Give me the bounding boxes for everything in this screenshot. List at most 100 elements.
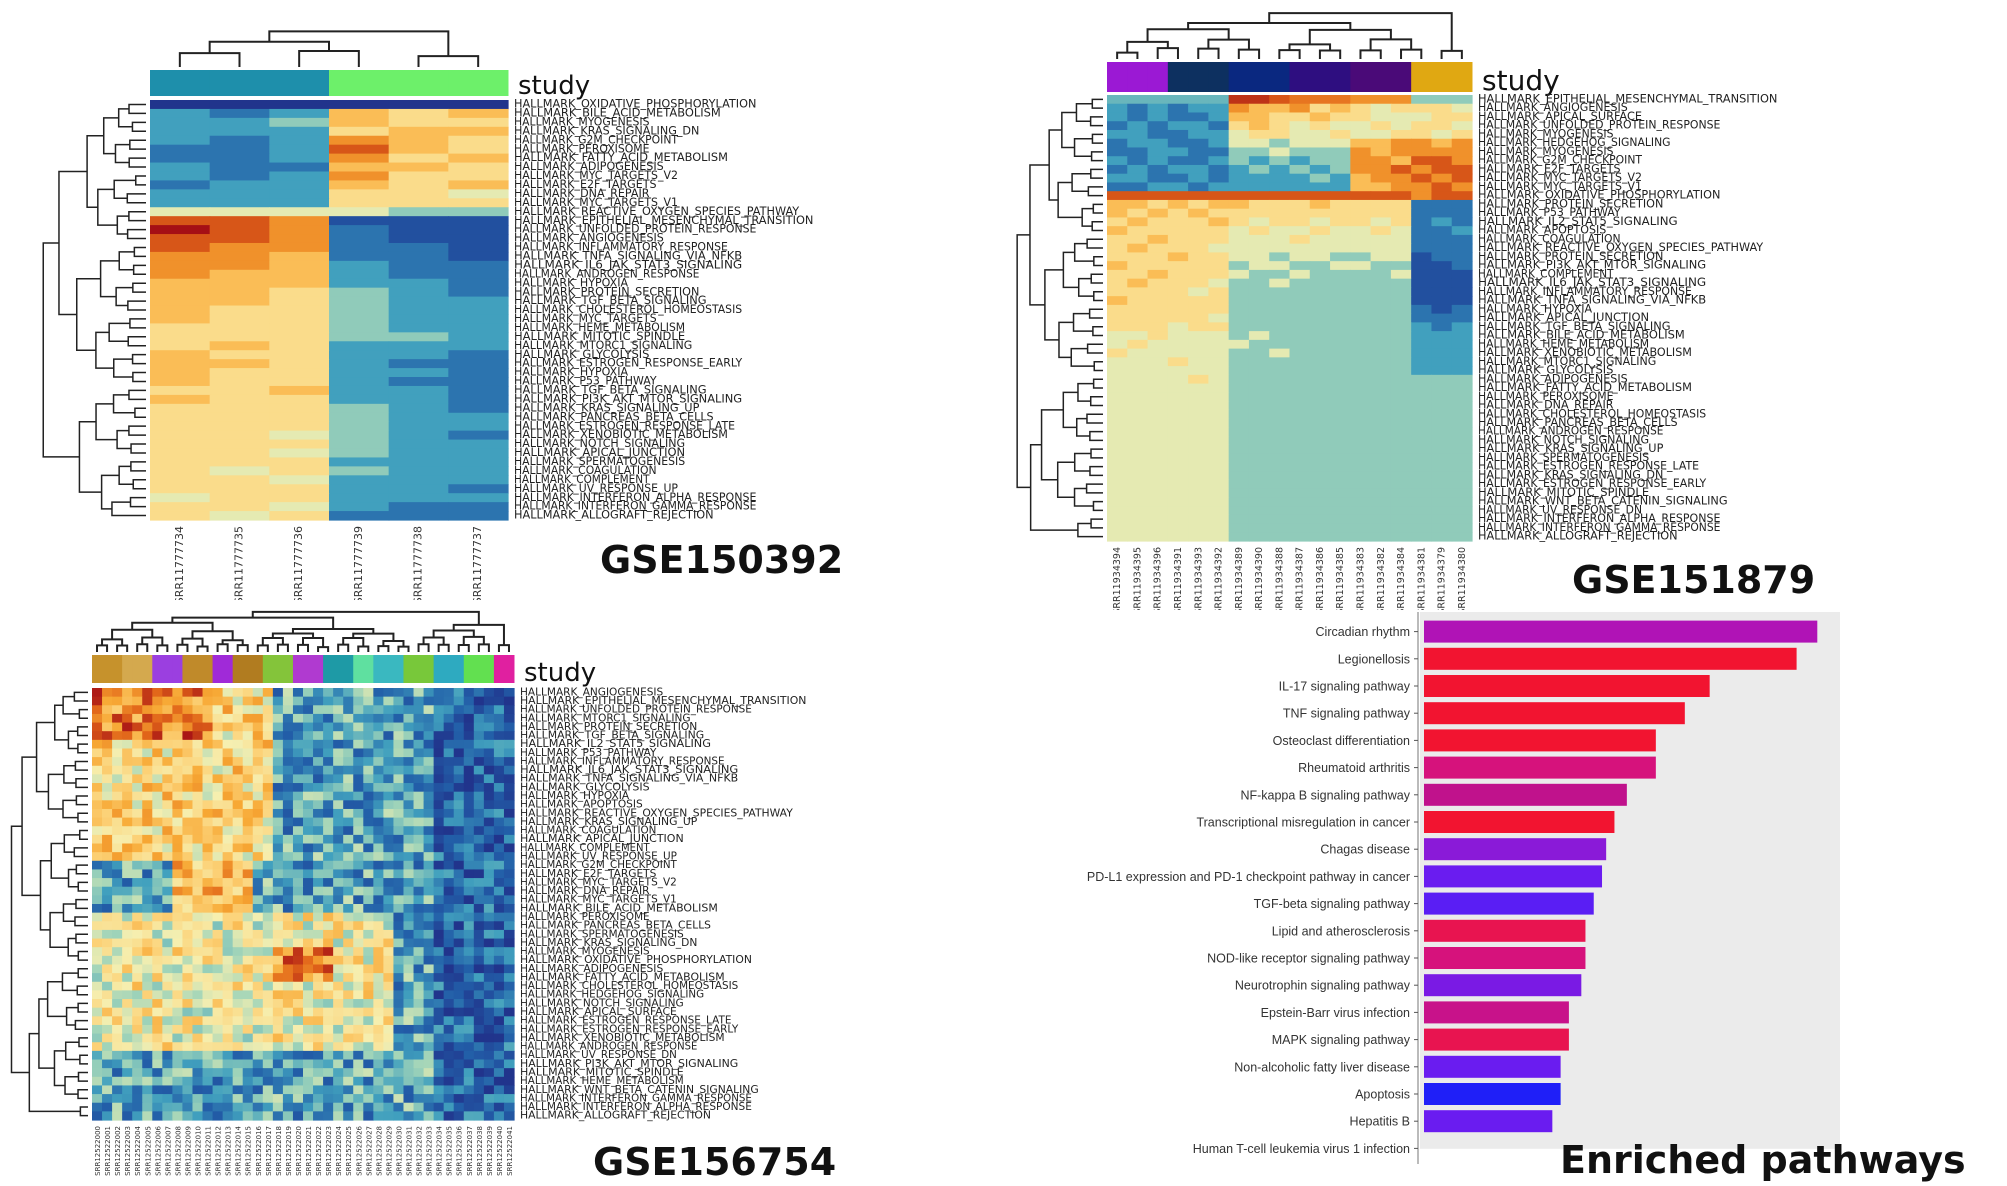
column-label: SRR11934392 xyxy=(1214,547,1225,610)
heatmap-cell xyxy=(1208,173,1230,184)
heatmap-cell xyxy=(132,688,143,698)
heatmap-cell xyxy=(443,1076,455,1087)
heatmap-cell xyxy=(112,929,123,940)
heatmap-cell xyxy=(1127,514,1149,525)
heatmap-cell xyxy=(423,921,435,931)
dendrogram-branch xyxy=(64,1041,80,1061)
heatmap-cell xyxy=(1431,418,1453,428)
dendrogram-branch xyxy=(417,55,480,67)
heatmap-cell xyxy=(313,1059,324,1069)
heatmap-cell xyxy=(329,135,390,146)
row-label: HALLMARK_APOPTOSIS xyxy=(1478,223,1606,237)
heatmap-cell xyxy=(132,912,143,922)
heatmap-cell xyxy=(483,817,495,827)
heatmap-cell xyxy=(1269,523,1291,533)
heatmap-cell xyxy=(269,394,330,405)
heatmap-cell xyxy=(262,696,274,706)
heatmap-cell xyxy=(329,296,390,307)
heatmap-cell xyxy=(448,502,509,512)
heatmap-cell xyxy=(1208,103,1230,114)
heatmap-cell xyxy=(323,757,334,767)
heatmap-cell xyxy=(122,739,133,750)
dendrogram-branch xyxy=(1062,391,1078,429)
heatmap-cell xyxy=(493,688,505,698)
dendrogram-branch xyxy=(75,933,88,944)
heatmap-cell xyxy=(292,757,304,767)
heatmap-cell xyxy=(423,938,435,948)
heatmap-cell xyxy=(192,904,204,914)
heatmap-cell xyxy=(1127,313,1149,323)
heatmap-cell xyxy=(433,834,445,845)
heatmap-cell xyxy=(329,153,390,164)
heatmap-cell xyxy=(292,774,304,784)
heatmap-cell xyxy=(142,1016,153,1026)
heatmap-cell xyxy=(1147,138,1169,149)
heatmap-cell xyxy=(202,739,214,750)
row-label: HALLMARK_ADIPOGENESIS xyxy=(520,962,663,975)
study-color-cell xyxy=(192,655,204,683)
heatmap-cell xyxy=(1228,427,1250,437)
heatmap-cell xyxy=(1350,95,1372,105)
heatmap-cell xyxy=(209,126,270,137)
dendrogram-branch xyxy=(78,420,102,493)
heatmap-cell xyxy=(1451,208,1473,219)
heatmap-cell xyxy=(142,895,153,905)
heatmap-cell xyxy=(453,904,465,914)
heatmap-cell xyxy=(182,921,194,931)
heatmap-cell xyxy=(353,774,364,784)
heatmap-cell xyxy=(292,1050,304,1061)
heatmap-cell xyxy=(403,1059,415,1069)
bar xyxy=(1424,838,1607,861)
heatmap-cell xyxy=(393,964,405,974)
heatmap-cell xyxy=(1107,514,1128,525)
row-label: HALLMARK_HEDGEHOG_SIGNALING xyxy=(1478,135,1671,149)
heatmap-cell xyxy=(1228,129,1250,140)
dendrogram-branch xyxy=(477,643,490,652)
dendrogram-branch xyxy=(128,425,146,436)
heatmap-cell xyxy=(1431,199,1453,210)
heatmap-cell xyxy=(1107,103,1128,114)
heatmap-cell xyxy=(373,688,384,698)
heatmap-cell xyxy=(162,765,173,775)
heatmap-cell xyxy=(503,955,515,966)
study-color-cell xyxy=(1208,62,1230,92)
heatmap-cell xyxy=(443,904,455,914)
heatmap-cell xyxy=(182,808,194,819)
heatmap-cell xyxy=(1248,471,1270,481)
heatmap-cell xyxy=(1431,427,1453,437)
heatmap-cell xyxy=(1309,453,1331,463)
heatmap-cell xyxy=(1431,278,1453,288)
heatmap-cell xyxy=(1127,112,1149,122)
heatmap-cell xyxy=(172,886,184,896)
heatmap-cell xyxy=(282,1111,294,1121)
heatmap-cell xyxy=(1370,427,1392,437)
heatmap-cell xyxy=(292,1102,304,1112)
heatmap-cell xyxy=(172,688,184,698)
heatmap-cell xyxy=(92,1024,103,1035)
heatmap-cell xyxy=(132,1024,143,1035)
heatmap-cell xyxy=(122,955,133,966)
heatmap-cell xyxy=(122,1042,133,1052)
heatmap-cell xyxy=(493,921,505,931)
heatmap-cell xyxy=(1167,462,1189,472)
heatmap-cell xyxy=(272,981,284,991)
column-label: SRR12522026 xyxy=(355,1125,363,1175)
heatmap-cell xyxy=(232,852,244,862)
heatmap-cell xyxy=(222,774,234,784)
heatmap-cell xyxy=(329,207,390,217)
heatmap-cell xyxy=(232,739,244,750)
heatmap-cell xyxy=(1147,252,1169,262)
heatmap-cell xyxy=(453,1024,465,1035)
heatmap-cell xyxy=(1208,339,1230,350)
heatmap-cell xyxy=(152,843,163,853)
heatmap-cell xyxy=(232,921,244,931)
heatmap-cell xyxy=(202,765,214,775)
row-label: HALLMARK_HEME_METABOLISM xyxy=(1478,336,1649,350)
heatmap-cell xyxy=(252,938,264,948)
heatmap-cell xyxy=(1350,392,1372,402)
heatmap-cell xyxy=(202,973,214,983)
heatmap-cell xyxy=(1228,313,1250,323)
heatmap-cell xyxy=(272,1024,284,1035)
heatmap-cell xyxy=(483,921,495,931)
heatmap-cell xyxy=(1208,497,1230,507)
